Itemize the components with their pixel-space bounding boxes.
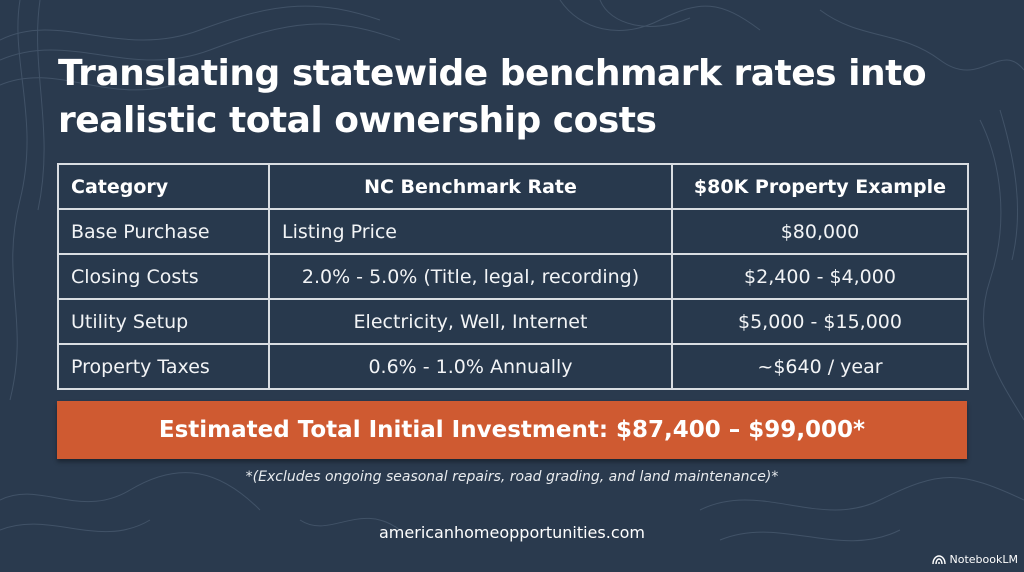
cell-category: Utility Setup — [57, 298, 270, 345]
page-title: Translating statewide benchmark rates in… — [58, 53, 927, 141]
footnote: *(Excludes ongoing seasonal repairs, roa… — [245, 469, 779, 485]
cell-property-example: $80,000 — [671, 208, 969, 255]
badge-label: NotebookLM — [949, 553, 1018, 566]
cell-benchmark-rate: 2.0% - 5.0% (Title, legal, recording) — [268, 253, 673, 300]
website-link[interactable]: americanhomeopportunities.com — [379, 523, 645, 542]
cell-property-example: $2,400 - $4,000 — [671, 253, 969, 300]
cost-table: Category NC Benchmark Rate $80K Property… — [57, 163, 969, 390]
total-investment-text: Estimated Total Initial Investment: $87,… — [158, 417, 866, 443]
cell-property-example: ~$640 / year — [671, 343, 969, 390]
table-row: Base Purchase Listing Price $80,000 — [57, 208, 969, 255]
cell-category: Closing Costs — [57, 253, 270, 300]
table-header-row: Category NC Benchmark Rate $80K Property… — [57, 163, 969, 210]
table-row: Property Taxes 0.6% - 1.0% Annually ~$64… — [57, 343, 969, 390]
table-row: Closing Costs 2.0% - 5.0% (Title, legal,… — [57, 253, 969, 300]
cell-category: Property Taxes — [57, 343, 270, 390]
cell-category: Base Purchase — [57, 208, 270, 255]
cell-benchmark-rate: Electricity, Well, Internet — [268, 298, 673, 345]
column-header-benchmark-rate: NC Benchmark Rate — [268, 163, 673, 210]
notebooklm-badge: NotebookLM — [931, 553, 1018, 566]
notebooklm-logo-icon — [931, 554, 946, 564]
column-header-property-example: $80K Property Example — [671, 163, 969, 210]
cell-property-example: $5,000 - $15,000 — [671, 298, 969, 345]
cell-benchmark-rate: Listing Price — [268, 208, 673, 255]
column-header-category: Category — [57, 163, 270, 210]
cell-benchmark-rate: 0.6% - 1.0% Annually — [268, 343, 673, 390]
total-investment-banner: Estimated Total Initial Investment: $87,… — [57, 401, 967, 459]
table-row: Utility Setup Electricity, Well, Interne… — [57, 298, 969, 345]
